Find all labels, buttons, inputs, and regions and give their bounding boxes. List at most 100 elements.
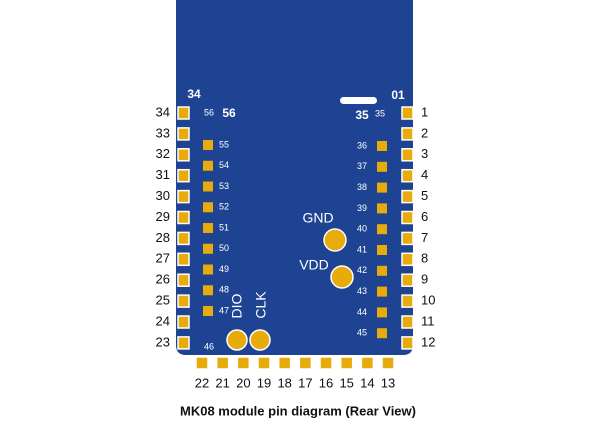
- inner-pad: [377, 182, 387, 193]
- edge-pad: [177, 127, 190, 141]
- inner-label: 39: [357, 203, 367, 213]
- edge-pad: [177, 106, 190, 120]
- edge-pad: [401, 273, 414, 287]
- edge-pad: [339, 356, 354, 370]
- pin-label: 4: [421, 167, 428, 182]
- edge-pad: [177, 252, 190, 267]
- pin-label: 7: [421, 230, 428, 245]
- edge-pad: [401, 189, 414, 204]
- edge-pad: [401, 127, 414, 141]
- pin-label: 31: [156, 167, 170, 182]
- pin-label: 24: [156, 313, 170, 328]
- inner-pad: [203, 160, 213, 171]
- pin-label: 28: [156, 230, 170, 245]
- edge-pad: [401, 315, 414, 329]
- edge-pad: [319, 356, 333, 370]
- inner-pad: [377, 328, 387, 339]
- inner-pad: [203, 264, 213, 275]
- inner-label: 42: [357, 265, 367, 275]
- edge-pad: [236, 356, 251, 370]
- pin-label: 33: [156, 125, 170, 140]
- slot: [340, 97, 377, 104]
- test-pad: [330, 265, 354, 289]
- pin-label: 19: [257, 375, 271, 390]
- inner-label: 35: [355, 108, 369, 122]
- pin-label: 27: [156, 251, 170, 266]
- pin-label: 21: [215, 375, 229, 390]
- pin-label: 15: [339, 375, 353, 390]
- test-point-label: DIO: [229, 293, 245, 318]
- inner-pad: [203, 140, 213, 150]
- edge-pad: [381, 356, 395, 370]
- inner-label: 49: [219, 264, 229, 274]
- inner-pad: [377, 141, 387, 151]
- edge-pad: [177, 148, 190, 162]
- pin-label: 13: [381, 375, 395, 390]
- inner-label: 38: [357, 182, 367, 192]
- edge-pad: [277, 356, 292, 370]
- edge-pad: [177, 210, 190, 225]
- edge-pad: [401, 106, 414, 120]
- inner-label: 43: [357, 286, 367, 296]
- inner-label: 47: [219, 305, 229, 315]
- pin-label: 32: [156, 146, 170, 161]
- inner-label: 48: [219, 285, 229, 295]
- inner-label: 40: [357, 224, 367, 234]
- inner-pad: [203, 202, 213, 213]
- pin-label: 17: [298, 375, 312, 390]
- test-pad: [249, 329, 271, 351]
- corner-label: 34: [187, 87, 201, 101]
- edge-pad: [401, 336, 414, 350]
- inner-pad: [203, 285, 213, 296]
- test-point-label: GND: [302, 210, 333, 226]
- edge-pad: [215, 356, 230, 370]
- edge-pad: [177, 168, 190, 183]
- inner-pad: [377, 224, 387, 235]
- edge-pad: [177, 336, 190, 350]
- pin-label: 2: [421, 125, 428, 140]
- inner-label: 50: [219, 243, 229, 253]
- inner-pad: [203, 243, 213, 254]
- inner-label: 45: [357, 328, 367, 338]
- edge-pad: [401, 252, 414, 267]
- pin-label: 14: [360, 375, 374, 390]
- pin-label: 16: [319, 375, 333, 390]
- edge-pad: [298, 356, 313, 370]
- edge-pad: [257, 356, 271, 370]
- inner-label: 37: [357, 161, 367, 171]
- inner-label: 55: [219, 139, 229, 149]
- caption: MK08 module pin diagram (Rear View): [180, 403, 416, 418]
- inner-label: 56: [222, 106, 236, 120]
- pin-label: 5: [421, 188, 428, 203]
- inner-label: 52: [219, 202, 229, 212]
- inner-label: 51: [219, 222, 229, 232]
- inner-pad: [377, 245, 387, 255]
- pin-label: 1: [421, 104, 428, 119]
- inner-label: 46: [204, 341, 214, 351]
- pin-label: 29: [156, 209, 170, 224]
- board: [176, 0, 413, 355]
- inner-pad: [377, 307, 387, 318]
- edge-pad: [401, 168, 414, 183]
- edge-pad: [177, 189, 190, 204]
- pin-label: 18: [277, 375, 291, 390]
- edge-pad: [401, 210, 414, 225]
- pin-label: 9: [421, 272, 428, 287]
- inner-pad: [377, 203, 387, 214]
- inner-pad: [377, 286, 387, 297]
- inner-label: 36: [357, 140, 367, 150]
- test-pad: [323, 228, 347, 252]
- inner-pad: [203, 223, 213, 233]
- test-point-label: VDD: [299, 257, 329, 273]
- pin-label: 22: [195, 375, 209, 390]
- test-point-label: CLK: [253, 291, 269, 319]
- pin-label: 30: [156, 188, 170, 203]
- pin-label: 20: [236, 375, 250, 390]
- inner-label: 53: [219, 181, 229, 191]
- pin-label: 23: [156, 334, 170, 349]
- edge-pad: [401, 148, 414, 162]
- pin-label: 26: [156, 272, 170, 287]
- edge-pad: [177, 273, 190, 287]
- edge-pad: [195, 356, 209, 370]
